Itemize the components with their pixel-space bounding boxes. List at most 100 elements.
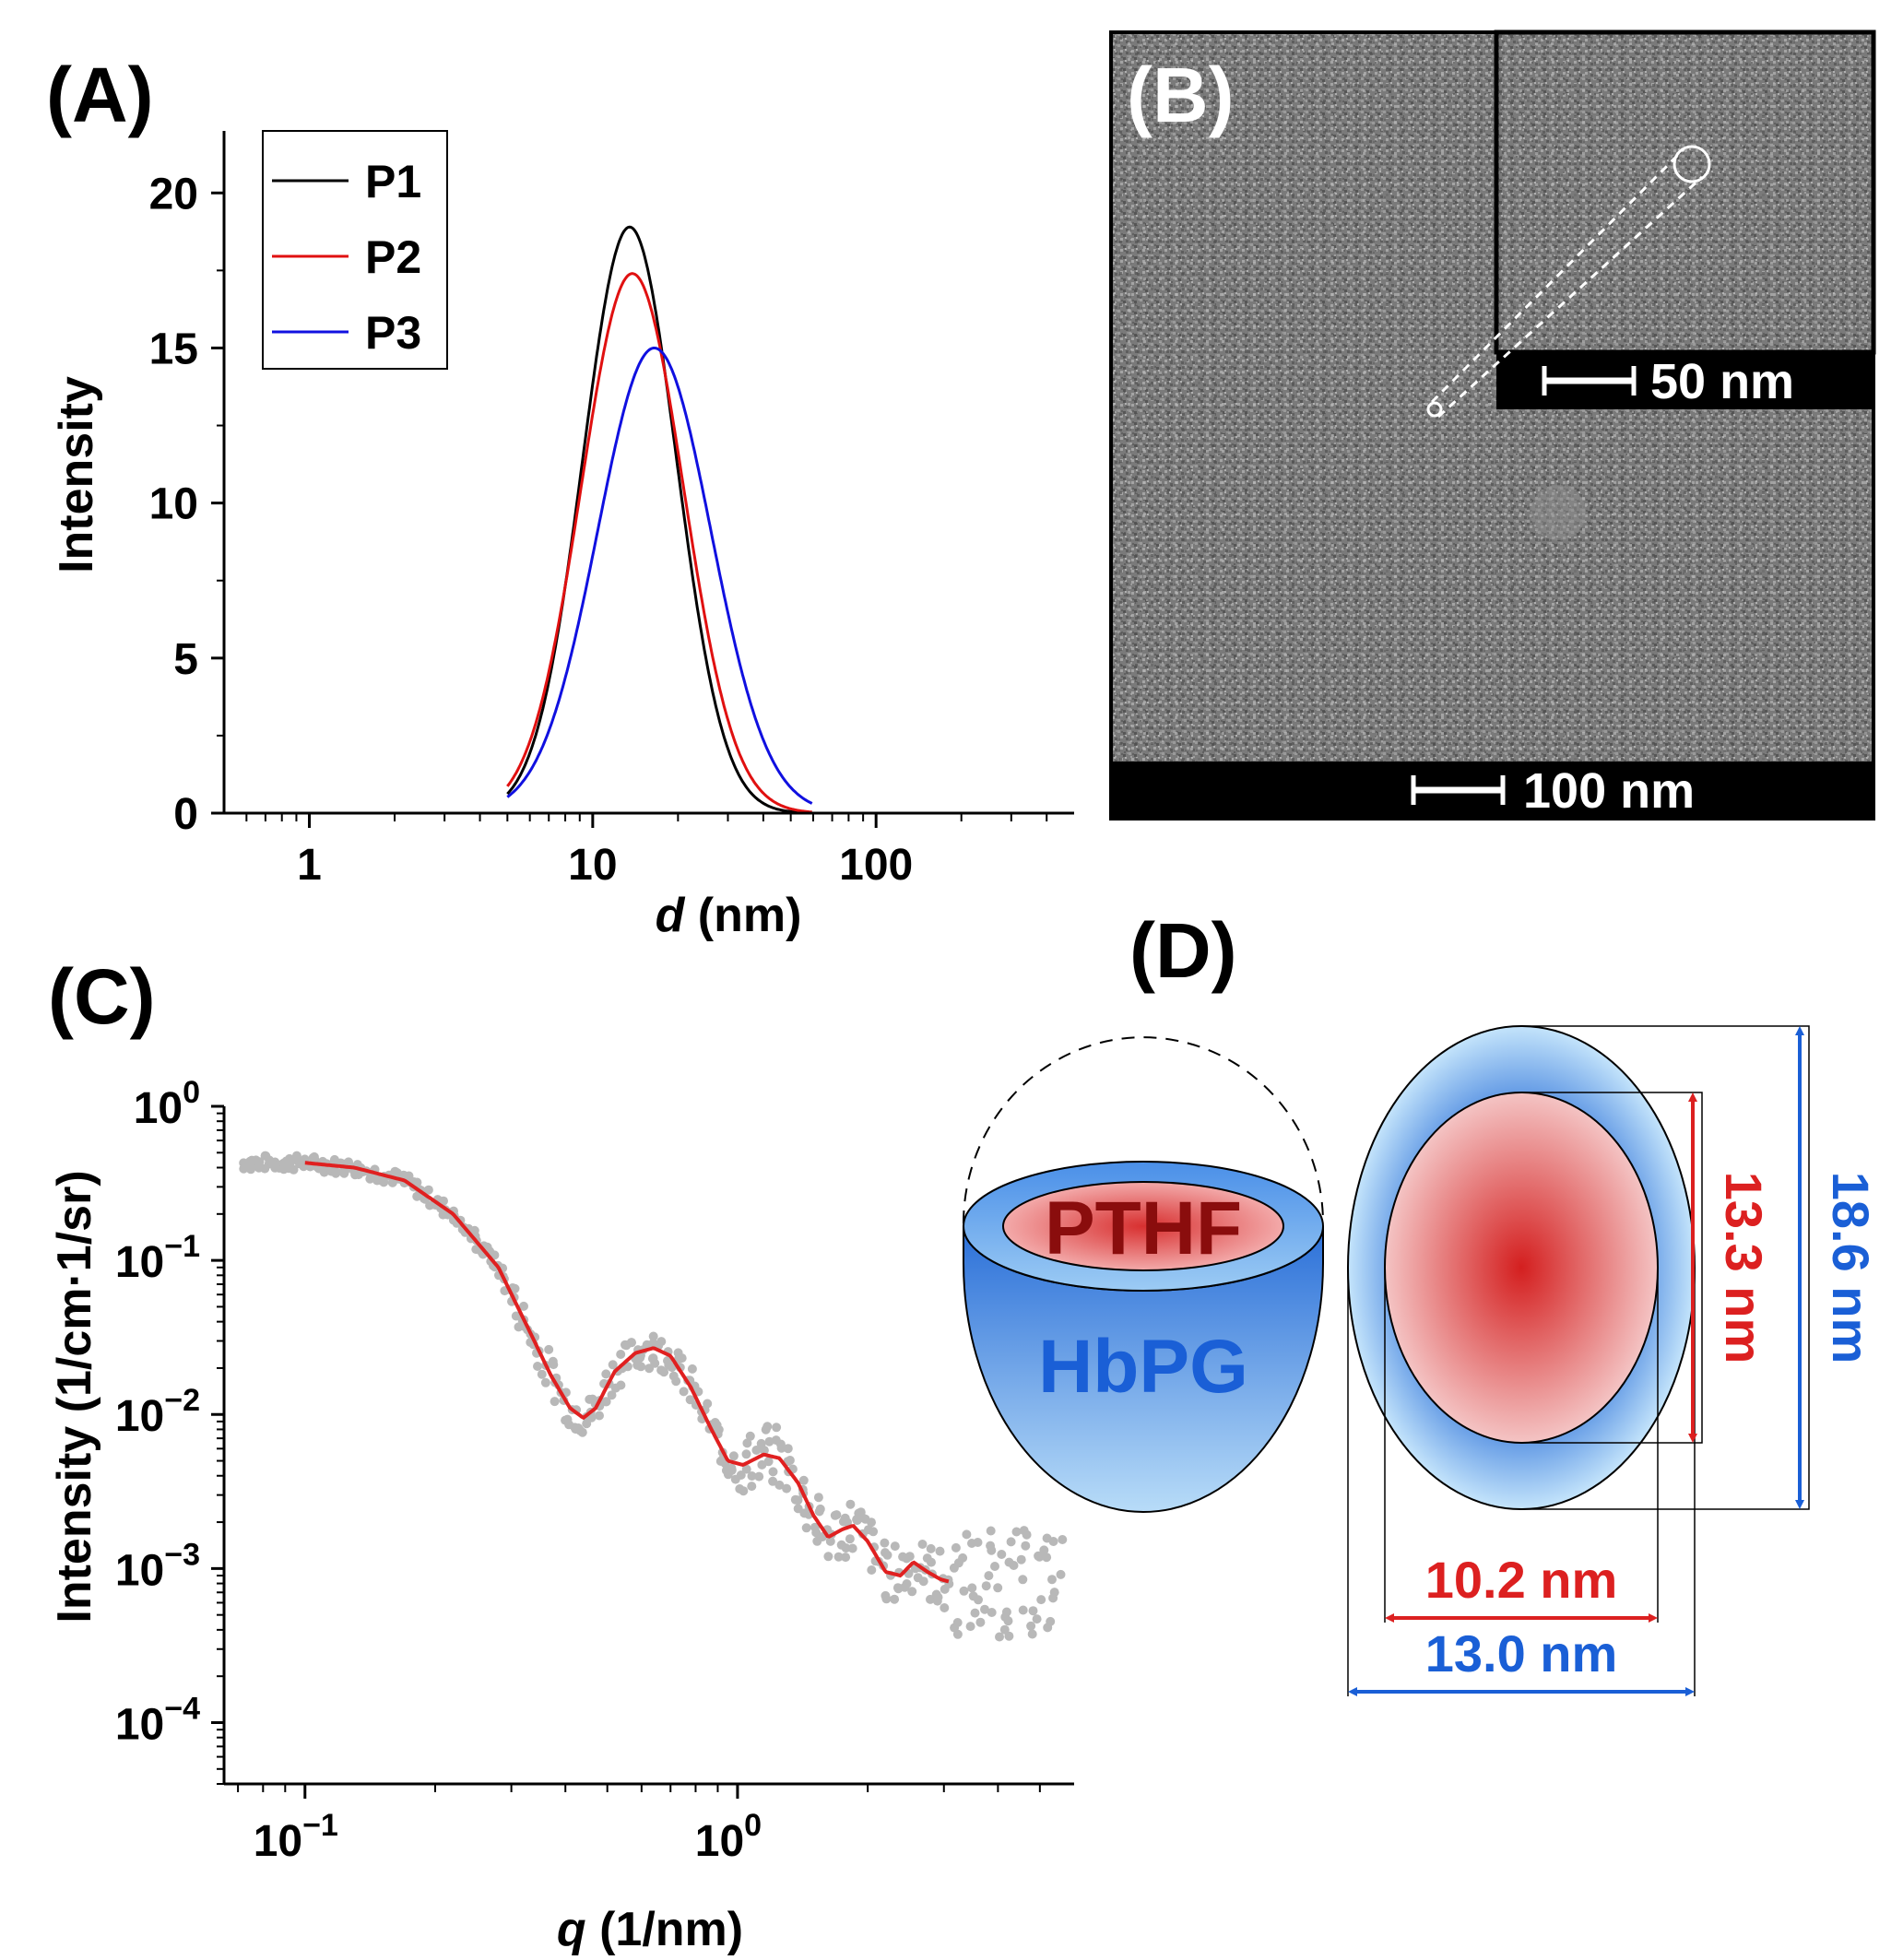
saxs-data-point [607,1390,617,1400]
saxs-data-point [741,1449,751,1459]
saxs-data-point [965,1622,975,1632]
saxs-data-point [940,1603,950,1612]
saxs-data-point [880,1538,890,1548]
saxs-data-point [667,1363,677,1373]
saxs-data-point [533,1362,542,1371]
saxs-data-point [289,1164,299,1175]
saxs-data-point [823,1552,833,1562]
saxs-y-tick-label: 10−2 [115,1383,200,1441]
legend-label-p1: P1 [365,156,421,207]
saxs-data-point [648,1331,658,1341]
saxs-data-point [935,1546,945,1556]
saxs-data-point [671,1376,681,1387]
saxs-data-point [1048,1537,1058,1546]
saxs-data-point [890,1541,900,1552]
total-height-label: 18.6 nm [1822,1172,1880,1364]
saxs-data-point [1039,1545,1049,1555]
saxs-data-point [742,1438,752,1448]
saxs-data-point [540,1377,550,1387]
saxs-data-point [291,1151,301,1161]
saxs-data-point [833,1552,844,1562]
dls-series-p3 [506,347,813,805]
saxs-data-point [986,1526,996,1536]
saxs-data-point [847,1543,857,1553]
saxs-data-point [679,1387,689,1397]
saxs-data-point [1006,1537,1016,1547]
saxs-data-point [319,1167,329,1177]
dls-y-tick-label: 5 [173,635,198,684]
saxs-fit-curve [304,1161,950,1584]
saxs-data-point [727,1463,737,1473]
core-height-label: 13.3 nm [1715,1172,1773,1364]
saxs-x-tick-label: 100 [695,1808,762,1866]
dls-chart: 0 5 10 15 20 1 10 100 P1 P2 P3 [149,130,1074,890]
saxs-data-point [1036,1595,1046,1605]
saxs-data-point [1058,1535,1068,1544]
saxs-data-point [1018,1575,1028,1585]
saxs-data-point [544,1344,554,1354]
saxs-data-point [974,1595,983,1605]
saxs-data-point [1021,1541,1031,1551]
saxs-data-point [762,1422,773,1432]
saxs-data-point [1003,1616,1013,1626]
saxs-data-point [745,1431,755,1441]
saxs-data-point [616,1350,626,1359]
saxs-data-point [882,1550,892,1560]
saxs-data-point [993,1583,1003,1593]
saxs-x-axis-title: q (1/nm) [557,1903,743,1956]
saxs-data-point [728,1451,739,1461]
inset-scalebar-label: 50 nm [1650,354,1794,409]
dls-legend [262,130,448,370]
saxs-data-point [627,1338,636,1348]
saxs-data-point [918,1576,928,1587]
saxs-data-point [768,1476,778,1486]
saxs-data-point [736,1470,746,1480]
saxs-data-point [412,1177,422,1187]
saxs-data-point [933,1592,943,1602]
saxs-data-point [747,1482,757,1492]
saxs-data-point [981,1581,991,1591]
saxs-data-point [995,1632,1004,1642]
legend-label-p3: P3 [365,307,421,359]
particle-marker [1531,485,1586,540]
saxs-data-point [685,1395,695,1405]
saxs-data-point [902,1579,912,1588]
saxs-data-point [741,1464,751,1474]
saxs-data-point [959,1586,969,1596]
dls-x-axis-variable: d [656,889,686,942]
saxs-x-tick-label: 10−1 [254,1808,338,1866]
saxs-data-point [869,1527,879,1537]
saxs-data-point [904,1552,915,1562]
saxs-data-point [793,1495,803,1505]
saxs-data-point [687,1364,697,1374]
saxs-data-point [987,1545,997,1555]
dls-y-tick-label: 0 [173,790,198,839]
saxs-data-point [841,1543,851,1553]
dls-series-p1 [506,225,812,815]
saxs-data-point [774,1480,785,1490]
saxs-data-point [783,1444,793,1454]
saxs-data-point [951,1542,961,1553]
saxs-data-point [1047,1575,1057,1585]
particle-schematic: PTHF HbPG 13.3 nm 18.6 nm 10.2 nm 13.0 n… [963,1025,1880,1696]
saxs-data-point [952,1618,963,1627]
saxs-data-point [759,1446,769,1456]
dls-y-tick-label: 10 [149,480,198,529]
core-label: PTHF [1045,1187,1242,1270]
saxs-data-point [549,1360,559,1370]
saxs-data-point [747,1471,757,1481]
saxs-data-point [973,1538,983,1547]
saxs-data-point [1034,1552,1045,1562]
saxs-y-tick-label: 10−1 [115,1229,200,1287]
saxs-data-point [616,1380,626,1390]
saxs-data-point [1032,1614,1042,1624]
saxs-data-point [890,1594,900,1604]
inset-particle-circle [1673,145,1711,183]
saxs-data-point [907,1587,917,1597]
tem-image: 50 nm 100 nm [1109,30,1876,821]
saxs-data-point [601,1397,611,1407]
saxs-data-point [550,1397,560,1407]
saxs-data-point [423,1185,433,1195]
saxs-x-axis-unit: (1/nm) [586,1903,743,1956]
